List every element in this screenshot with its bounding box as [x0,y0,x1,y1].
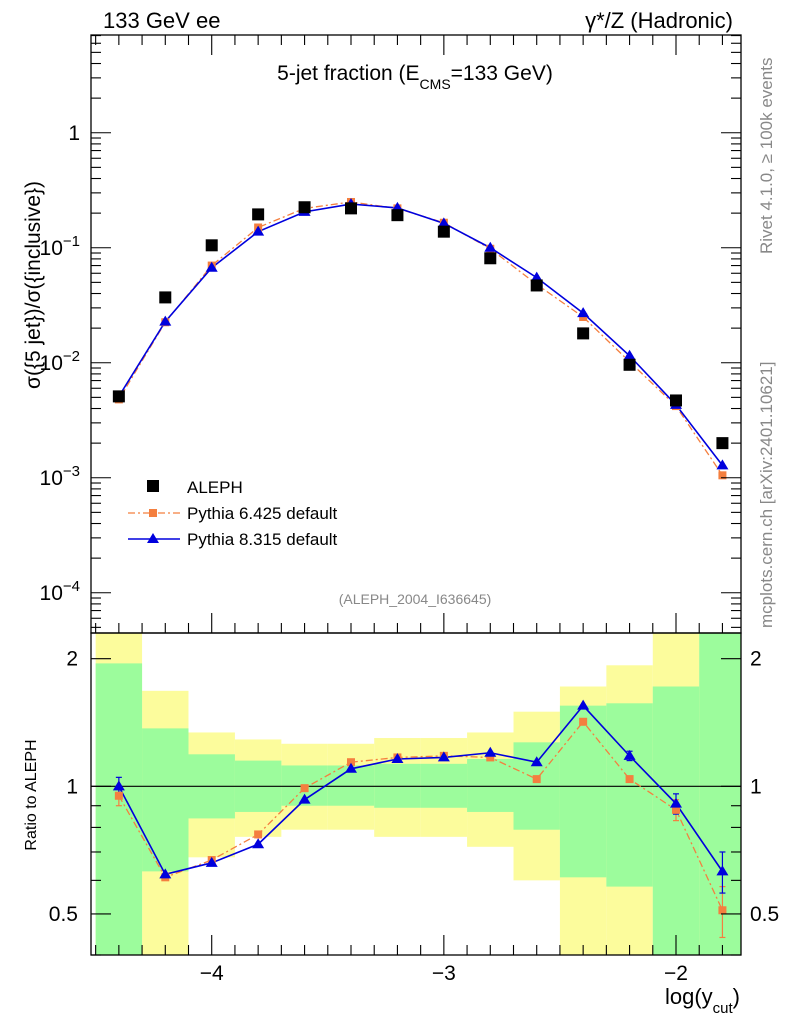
main-y-axis-label: σ({5 jet})/σ({inclusive}) [22,181,45,389]
aleph-data-point [716,437,729,450]
pythia8-main-point [716,459,729,470]
pythia6-ratio-point [114,791,123,800]
aleph-data-point [577,327,590,340]
aleph-data-point [623,358,636,371]
main-series-layer [112,197,729,480]
rivet-version-label: Rivet 4.1.0, ≥ 100k events [757,58,776,254]
pythia8-ratio-point [623,749,636,760]
pythia8-ratio-point [345,762,357,773]
pythia8-main-point [577,307,590,318]
pythia6-ratio-point [625,775,634,784]
x-tick-label: −4 [200,962,224,985]
analysis-id-label: (ALEPH_2004_I636645) [339,591,492,607]
aleph-data-point [159,291,172,304]
y-tick-label-main: 10−1 [40,233,80,260]
aleph-data-point [530,279,543,292]
legend-label-pythia8: Pythia 8.315 default [187,530,338,549]
legend-marker-pythia6 [149,509,157,517]
pythia8-main-point [484,241,497,252]
pythia8-ratio-point [112,780,125,791]
pythia8-ratio-point [577,699,590,710]
aleph-data-point [484,252,497,265]
pythia6-ratio-point [254,830,263,839]
pythia8-ratio-point [484,746,497,757]
pythia8-ratio-point [530,756,543,767]
pythia8-ratio-point [205,856,218,867]
aleph-data-point [437,225,450,238]
aleph-data-point [345,202,357,215]
legend-label-pythia6: Pythia 6.425 default [187,504,338,523]
pythia8-ratio-point [437,751,450,762]
pythia8-main-point [530,271,543,282]
y-tick-label-main: 1 [68,122,80,145]
y-tick-label-main: 10−2 [40,348,80,375]
pythia6-ratio-line [118,720,724,911]
aleph-data-point [670,394,682,407]
pythia8-main-point [437,217,450,228]
x-tick-label: −2 [664,962,688,985]
ratio-y-axis-label: Ratio to ALEPH [23,739,40,850]
band-green-8 [467,759,514,812]
y-tick-label-ratio-right: 1 [750,775,762,798]
y-tick-label-ratio: 2 [66,648,78,671]
band-green-11 [606,703,653,887]
y-tick-label-main: 10−4 [40,578,80,605]
y-tick-label-ratio: 0.5 [49,903,78,926]
pythia8-main-point [623,349,636,360]
pythia6-ratio-point [579,717,588,726]
legend: ALEPH Pythia 6.425 default Pythia 8.315 … [128,478,338,549]
y-tick-label-ratio-right: 2 [750,648,762,671]
pythia8-ratio-point [252,838,265,849]
aleph-data-point [205,239,218,252]
pythia8-ratio-point [391,753,404,764]
pythia6-main-point [718,471,727,480]
pythia6-ratio-point [300,784,309,793]
header-process-label: γ*/Z (Hadronic) [585,8,733,33]
pythia8-ratio-point [670,797,682,808]
legend-marker-aleph [147,480,159,492]
y-tick-label-ratio-right: 0.5 [750,903,779,926]
axis-tick-labels: −4 −3 −2 10−4 10−3 10−2 10−1 1 0.5 0.5 1 1 2 2 [40,122,780,985]
pythia6-ratio-point [347,758,355,767]
pythia6-ratio-point [532,775,541,784]
pythia8-ratio-point [159,868,172,879]
pythia8-ratio-point [298,793,311,804]
pythia8-main-point [205,261,218,272]
axis-ticks [91,35,741,956]
pythia8-main-point [252,225,265,236]
pythia8-ratio-point [716,865,729,876]
x-axis-label: log(ycut) [665,984,740,1017]
aleph-data-point [112,390,125,403]
y-tick-label-main: 10−3 [40,463,80,490]
band-green-13 [699,633,741,955]
band-green-10 [559,705,607,878]
aleph-data-point [391,209,404,222]
pythia6-ratio-point [718,906,727,915]
x-tick-label: −3 [432,962,456,985]
pythia8-main-point [159,315,172,326]
ratio-bands [95,633,741,955]
pythia8-main-line [118,203,724,466]
aleph-data-point [252,208,265,221]
y-tick-label-ratio: 1 [66,775,78,798]
legend-marker-pythia8 [147,533,159,543]
ratio-plot-frame [90,632,742,956]
legend-label-aleph: ALEPH [187,478,243,497]
pythia6-ratio-point [672,805,680,814]
pythia8-ratio-line [118,704,724,876]
pythia6-ratio-point [486,753,495,762]
band-green-0 [95,663,143,955]
ratio-series-layer [112,699,729,939]
mcplots-label: mcplots.cern.ch [arXiv:2401.10621] [757,362,776,628]
header-energy-label: 133 GeV ee [103,8,220,33]
band-green-1 [142,728,189,872]
aleph-data-point [298,201,311,214]
plot-title: 5-jet fraction (ECMS=133 GeV) [277,62,553,92]
